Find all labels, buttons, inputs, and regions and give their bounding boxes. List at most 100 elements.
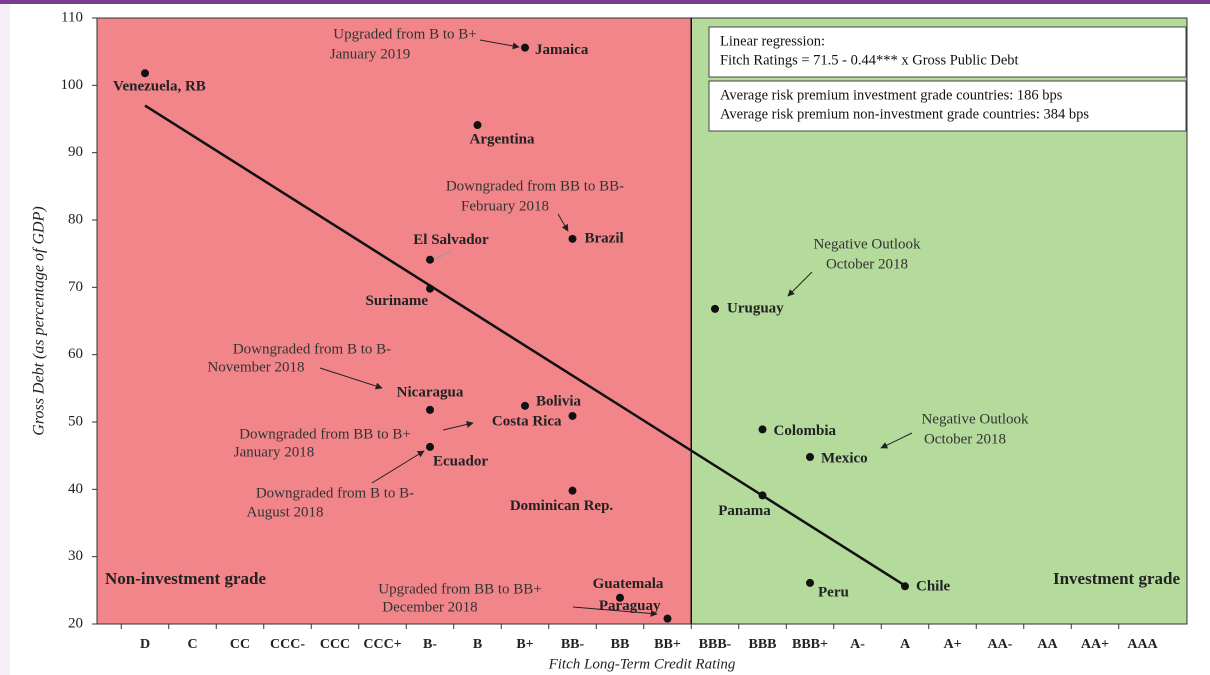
y-tick-label: 20	[68, 615, 83, 631]
y-axis-label: Gross Debt (as percentage of GDP)	[31, 206, 48, 435]
x-tick-label: CC	[230, 637, 250, 652]
box-text: Linear regression:	[720, 33, 825, 49]
point	[663, 614, 672, 623]
point-label: Costa Rica	[492, 413, 562, 429]
page-top-bar	[0, 0, 1210, 4]
point-label: Jamaica	[535, 42, 589, 58]
annotation: January 2018	[234, 444, 314, 460]
trendline	[144, 104, 906, 587]
arrow	[371, 450, 425, 484]
arrow	[442, 421, 474, 431]
x-tick-label: BBB-	[699, 637, 732, 652]
annotation: February 2018	[461, 198, 549, 214]
y-tick-label: 60	[68, 346, 83, 362]
arrow	[557, 213, 569, 232]
annotation: October 2018	[826, 256, 908, 272]
x-tick-label: BB+	[654, 637, 681, 652]
point-label: Panama	[718, 503, 771, 519]
x-tick-label: C	[187, 637, 197, 652]
box-text: Average risk premium non-investment grad…	[720, 106, 1089, 122]
point	[568, 234, 577, 243]
regression-box	[708, 26, 1187, 78]
annotation: Upgraded from B to B+	[333, 26, 476, 42]
x-tick-label: CCC+	[363, 637, 401, 652]
point	[758, 491, 767, 500]
box-text: Average risk premium investment grade co…	[720, 87, 1063, 103]
y-tick-label: 70	[68, 279, 83, 295]
point-label: Bolivia	[536, 393, 582, 409]
x-tick-label: B	[473, 637, 482, 652]
x-tick-label: BB	[611, 637, 630, 652]
point	[426, 284, 434, 293]
point	[901, 582, 909, 591]
point	[711, 304, 719, 313]
x-tick-label: B+	[516, 637, 533, 652]
y-tick-label: 50	[68, 413, 83, 429]
point	[568, 486, 577, 495]
x-tick-label: AA-	[988, 637, 1013, 652]
x-axis-label: Fitch Long-Term Credit Rating	[548, 656, 736, 672]
x-tick-label: BBB	[748, 637, 776, 652]
y-tick-label: 40	[68, 481, 83, 497]
region-label: Investment grade	[1053, 569, 1180, 588]
x-tick-label: BB-	[561, 637, 585, 652]
annotation: Upgraded from BB to BB+	[378, 581, 541, 597]
y-tick-label: 80	[68, 211, 83, 227]
annotation: Downgraded from BB to B+	[239, 426, 411, 442]
arrow	[319, 367, 383, 390]
y-tick-label: 90	[68, 144, 83, 160]
x-tick-label: A	[900, 637, 911, 652]
y-tick-label: 100	[61, 77, 84, 93]
annotation: Negative Outlook	[921, 411, 1029, 427]
point	[426, 405, 434, 414]
annotation: Downgraded from BB to BB-	[446, 178, 624, 194]
point-label: Mexico	[821, 450, 868, 466]
point	[521, 43, 529, 52]
y-tick-label: 110	[61, 9, 83, 25]
box-text: Fitch Ratings = 71.5 - 0.44*** x Gross P…	[720, 52, 1019, 68]
x-tick-label: A+	[943, 637, 961, 652]
point-label: Dominican Rep.	[510, 498, 614, 514]
point-label: El Salvador	[413, 232, 489, 248]
region-label: Non-investment grade	[105, 569, 266, 588]
annotation: January 2019	[330, 46, 410, 62]
point	[806, 453, 814, 462]
annotation: October 2018	[924, 431, 1006, 447]
plot-frame	[96, 17, 1188, 625]
point-label: Uruguay	[727, 300, 784, 316]
point-label: Venezuela, RB	[113, 79, 206, 95]
point-label: Argentina	[470, 131, 535, 147]
annotation: August 2018	[246, 504, 323, 520]
point-label: Guatemala	[593, 576, 664, 592]
arrow	[572, 606, 658, 617]
x-tick-label: B-	[423, 637, 437, 652]
region	[97, 18, 692, 624]
x-tick-label: AA+	[1081, 637, 1109, 652]
point	[758, 425, 767, 434]
point	[521, 401, 529, 410]
point	[616, 593, 624, 602]
annotation: Downgraded from B to B-	[256, 485, 414, 501]
premium-box	[708, 80, 1187, 132]
arrow	[479, 39, 520, 50]
annotation: November 2018	[207, 359, 304, 375]
point-label: Peru	[818, 584, 849, 600]
point-label: Nicaragua	[397, 384, 464, 400]
annotations: Linear regression: Fitch Ratings = 71.5 …	[207, 26, 1187, 617]
x-tick-label: AAA	[1127, 637, 1158, 652]
point	[473, 121, 482, 130]
arrow	[880, 432, 913, 449]
point	[141, 69, 149, 78]
point	[568, 411, 577, 420]
point	[426, 255, 434, 264]
page-border	[0, 0, 10, 675]
point-label: Suriname	[365, 293, 428, 309]
x-tick-label: D	[140, 637, 150, 652]
point	[426, 442, 434, 451]
point-label: Colombia	[774, 423, 837, 439]
point-label: Chile	[916, 579, 951, 595]
x-tick-label: AA	[1037, 637, 1058, 652]
annotation: Negative Outlook	[813, 236, 921, 252]
x-tick-label: CCC-	[270, 637, 305, 652]
